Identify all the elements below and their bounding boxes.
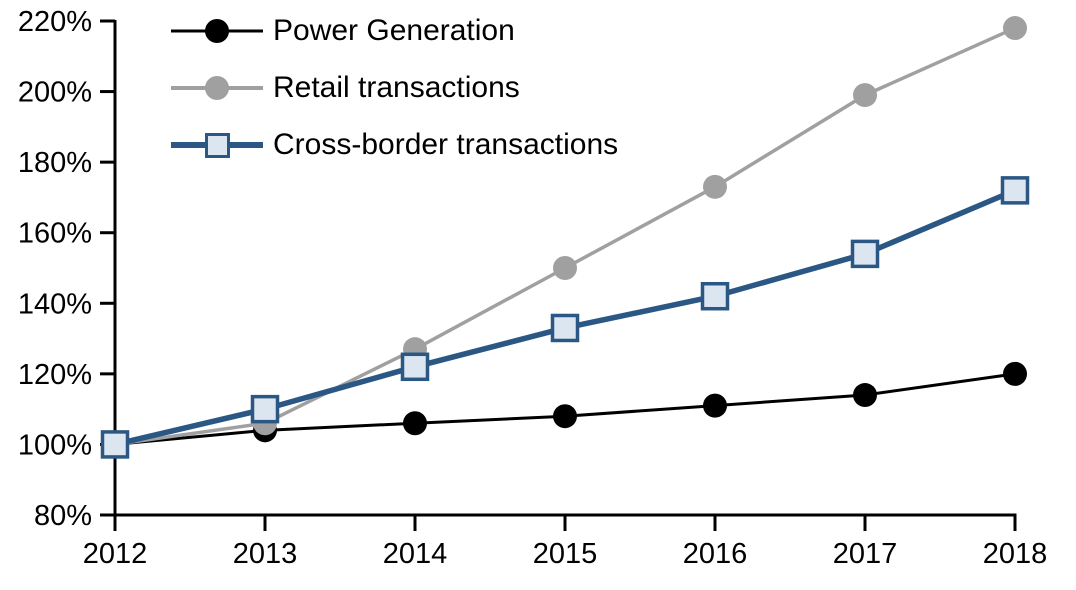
y-tick-label: 100% — [18, 429, 92, 461]
y-tick-label: 140% — [18, 288, 92, 320]
y-tick-label: 200% — [18, 77, 92, 109]
data-point-marker — [700, 281, 730, 311]
y-tick-label: 120% — [18, 359, 92, 391]
x-tick-label: 2013 — [233, 538, 298, 570]
data-point-marker — [250, 394, 280, 424]
x-tick-label: 2017 — [833, 538, 898, 570]
data-point-marker — [400, 352, 430, 382]
data-point-marker — [100, 430, 130, 459]
legend-label-retail-transactions: Retail transactions — [273, 71, 520, 104]
power-generation-line-sample-icon — [171, 16, 263, 46]
data-point-marker — [850, 239, 880, 269]
data-point-marker — [853, 83, 877, 108]
y-tick-label: 180% — [18, 147, 92, 179]
data-point-marker — [1003, 16, 1027, 41]
data-point-marker — [550, 313, 580, 343]
data-point-marker — [703, 393, 727, 418]
legend-item-cross-border-transactions: Cross-border transactions — [171, 125, 618, 165]
legend-label-power-generation: Power Generation — [273, 14, 515, 47]
data-point-marker — [403, 411, 427, 436]
x-tick-label: 2015 — [533, 538, 598, 570]
data-point-marker — [553, 404, 577, 429]
legend-item-power-generation: Power Generation — [171, 11, 618, 51]
x-tick-label: 2018 — [983, 538, 1048, 570]
data-point-marker — [1000, 176, 1030, 205]
retail-transactions-line-sample-icon — [171, 73, 263, 103]
data-point-marker — [553, 256, 577, 280]
data-point-marker — [853, 383, 877, 408]
legend: Power Generation Retail transactions Cro… — [171, 11, 618, 182]
circle-marker-icon — [205, 76, 229, 100]
circle-marker-icon — [205, 19, 229, 43]
y-tick-label: 160% — [18, 218, 92, 250]
data-point-marker — [703, 174, 727, 199]
legend-label-cross-border-transactions: Cross-border transactions — [273, 128, 619, 161]
square-marker-icon — [204, 132, 230, 158]
data-point-marker — [1003, 361, 1027, 386]
x-tick-label: 2012 — [83, 538, 148, 570]
legend-item-retail-transactions: Retail transactions — [171, 68, 618, 108]
y-tick-label: 80% — [34, 500, 92, 532]
x-tick-label: 2014 — [383, 538, 448, 570]
x-tick-label: 2016 — [683, 538, 748, 570]
cross-border-transactions-line-sample-icon — [171, 130, 263, 160]
y-tick-label: 220% — [18, 6, 92, 38]
